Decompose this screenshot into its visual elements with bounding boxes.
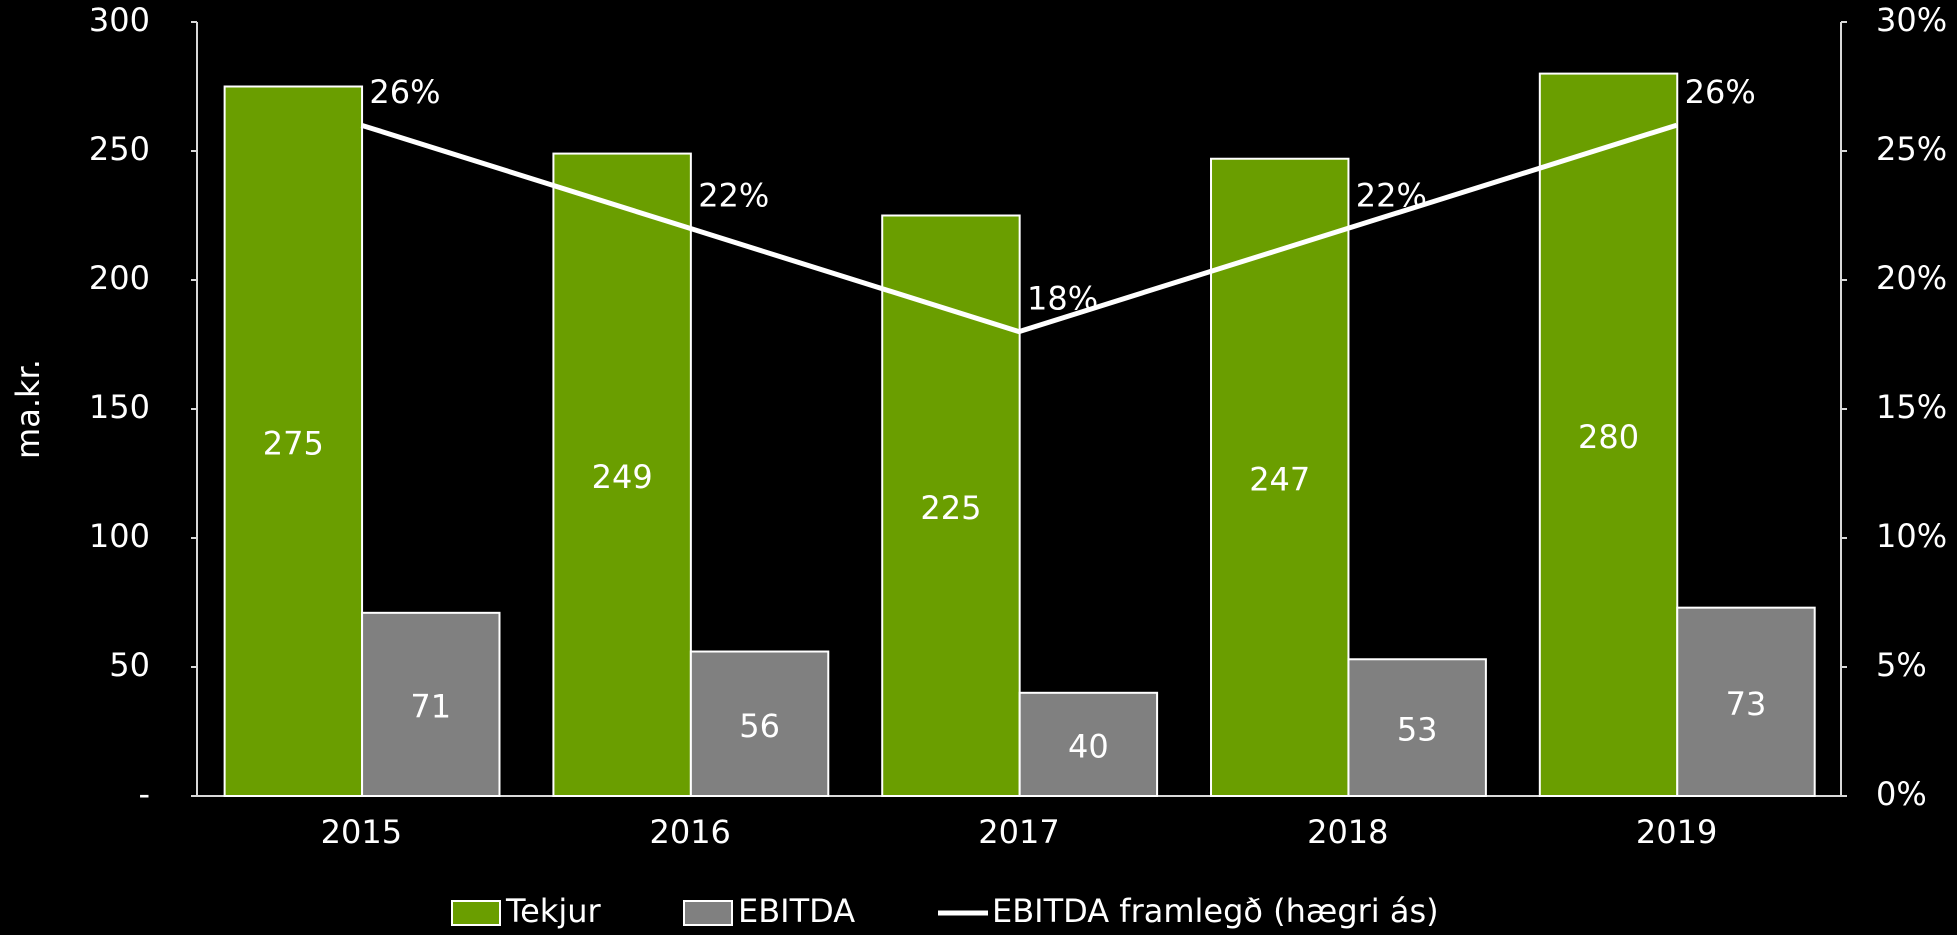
bar-value-label: 249 <box>592 458 653 496</box>
line <box>360 122 1678 335</box>
legend-label: Tekjur <box>505 892 602 930</box>
bar <box>1676 606 1816 797</box>
y-tick-label: 300 <box>89 1 150 39</box>
legend-swatch <box>451 900 501 926</box>
bar-value-label: 275 <box>263 424 324 462</box>
line-value-label: 22% <box>698 176 769 214</box>
y-tick-label: 150 <box>89 388 150 426</box>
y2-tick-label: 10% <box>1876 517 1947 555</box>
line-value-label: 26% <box>369 73 440 111</box>
y-tick-label: 200 <box>89 259 150 297</box>
y-tick-label: 50 <box>109 646 150 684</box>
bar-value-label: 53 <box>1397 711 1438 749</box>
bar-value-label: 280 <box>1578 418 1639 456</box>
line-value-label: 26% <box>1685 73 1756 111</box>
y-tick-label: - <box>138 775 150 813</box>
bar <box>361 611 501 797</box>
bar <box>689 650 830 798</box>
bar-value-label: 40 <box>1068 727 1109 765</box>
line-value-label: 18% <box>1027 280 1098 318</box>
y-tick-label: 250 <box>89 130 150 168</box>
legend-swatch <box>683 900 733 926</box>
y2-tick-label: 5% <box>1876 646 1927 684</box>
bar <box>1018 691 1159 797</box>
x-tick-label: 2018 <box>1307 813 1388 851</box>
bar-value-label: 225 <box>920 489 981 527</box>
x-tick-label: 2016 <box>649 813 730 851</box>
bar <box>223 85 364 797</box>
bar-value-label: 56 <box>739 707 780 745</box>
y2-tick-label: 20% <box>1876 259 1947 297</box>
y-axis-label: ma.kr. <box>9 359 47 459</box>
bar-value-label: 247 <box>1249 460 1310 498</box>
x-tick-label: 2019 <box>1636 813 1717 851</box>
y2-tick-label: 15% <box>1876 388 1947 426</box>
y2-tick-label: 0% <box>1876 775 1927 813</box>
y2-tick-label: 30% <box>1876 1 1947 39</box>
bar-value-label: 73 <box>1726 685 1767 723</box>
line-value-label: 22% <box>1356 176 1427 214</box>
x-tick-label: 2015 <box>321 813 402 851</box>
bar <box>552 152 692 797</box>
y-tick-label: 100 <box>89 517 150 555</box>
legend-label: EBITDA <box>738 892 855 930</box>
x-tick-label: 2017 <box>978 813 1059 851</box>
legend-label: EBITDA framlegð (hægri ás) <box>992 892 1439 930</box>
y2-tick-label: 25% <box>1876 130 1947 168</box>
bar <box>1538 72 1679 798</box>
bar-value-label: 71 <box>410 687 451 725</box>
bar <box>1347 658 1487 798</box>
